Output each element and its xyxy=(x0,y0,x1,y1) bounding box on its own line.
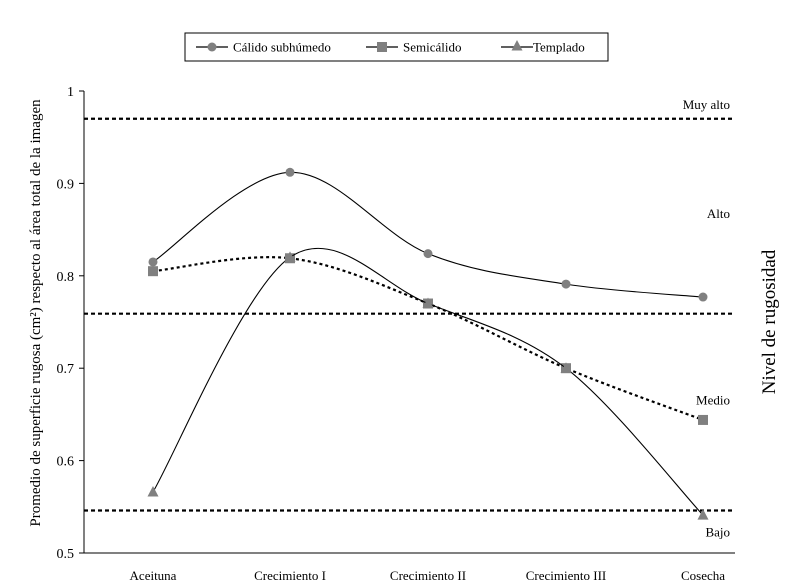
x-tick-label: Aceituna xyxy=(130,568,177,583)
y-tick-label: 0.8 xyxy=(57,270,75,285)
legend-marker xyxy=(511,40,523,51)
series-semicalido xyxy=(148,253,708,425)
level-label: Alto xyxy=(707,206,730,221)
series-line xyxy=(152,256,704,421)
data-point xyxy=(697,509,709,520)
data-point xyxy=(285,167,295,177)
x-tick-label: Crecimiento I xyxy=(254,568,326,583)
level-label: Medio xyxy=(696,393,730,408)
x-tick-label: Cosecha xyxy=(681,568,725,583)
legend-label: Templado xyxy=(533,40,585,55)
series-line xyxy=(152,247,704,516)
legend-marker xyxy=(207,42,217,52)
axes: 0.5 0.6 0.7 0.8 0.9 1 Aceituna Crecimiento I Cre… xyxy=(57,85,735,583)
y-tick-label: 1 xyxy=(67,85,74,100)
secondary-y-axis-label: Nivel de rugosidad xyxy=(759,249,780,394)
data-point xyxy=(423,249,433,259)
data-point xyxy=(560,362,572,373)
data-point xyxy=(422,297,434,309)
data-point xyxy=(147,486,159,497)
series-group xyxy=(147,167,709,520)
data-point xyxy=(148,266,158,277)
legend: Cálido subhúmedo Semicálido Templado xyxy=(184,32,609,62)
y-axis-label: Promedio de superficie rugosa (cm²) resp… xyxy=(28,99,44,527)
legend-label: Semicálido xyxy=(403,40,462,55)
legend-marker xyxy=(377,42,387,52)
data-point xyxy=(698,414,708,425)
y-tick-label: 0.9 xyxy=(57,177,75,192)
legend-label: Cálido subhúmedo xyxy=(233,40,331,55)
series-templado xyxy=(147,247,709,520)
data-point xyxy=(284,251,296,262)
series-line xyxy=(152,171,704,298)
level-label: Muy alto xyxy=(683,97,730,112)
x-tick-label: Crecimiento III xyxy=(526,568,607,583)
level-label: Bajo xyxy=(705,525,730,540)
y-tick-label: 0.5 xyxy=(57,547,75,562)
data-point xyxy=(561,279,571,289)
data-point xyxy=(148,257,158,267)
data-point xyxy=(698,292,708,302)
y-tick-label: 0.6 xyxy=(57,455,75,470)
x-tick-label: Crecimiento II xyxy=(390,568,466,583)
series-calido-subhumedo xyxy=(148,167,708,302)
y-tick-label: 0.7 xyxy=(57,362,75,377)
threshold-lines: Muy alto Alto Medio Bajo xyxy=(84,97,735,540)
